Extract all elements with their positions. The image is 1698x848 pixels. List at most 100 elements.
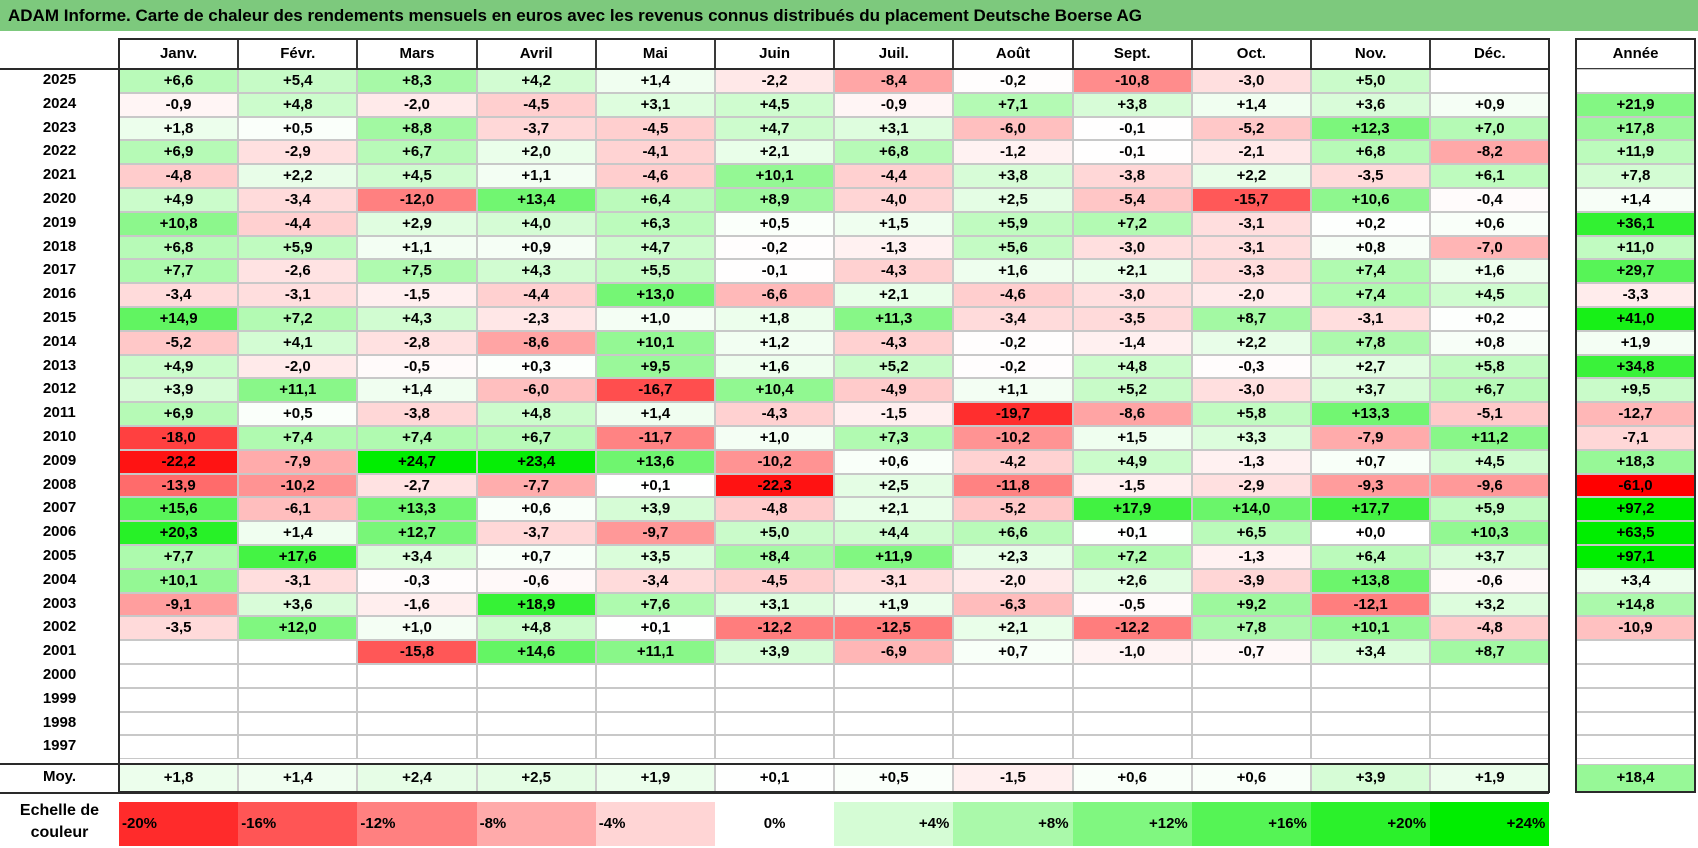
annual-cell: +1,4 (1576, 188, 1695, 212)
heatmap-cell: -11,7 (595, 426, 715, 450)
heatmap-cell: +7,4 (1311, 259, 1431, 284)
average-cell: +0,6 (1191, 764, 1311, 792)
heatmap-cell: -3,9 (1191, 568, 1311, 593)
heatmap-cell: +12,3 (1311, 116, 1431, 141)
annual-cell: +29,7 (1576, 259, 1695, 284)
heatmap-cell (1430, 711, 1550, 736)
heatmap-cell: +13,3 (357, 497, 477, 522)
heatmap-cell (238, 687, 358, 712)
annual-cell: +1,9 (1576, 330, 1695, 355)
heatmap-cell (1311, 735, 1431, 760)
heatmap-cell (238, 640, 358, 664)
average-bottom-line (0, 792, 1550, 794)
heatmap-cell: -1,3 (1191, 545, 1311, 569)
average-cell: +3,9 (1311, 764, 1431, 792)
heatmap-cell: -12,5 (834, 616, 954, 641)
heatmap-cell (1191, 664, 1311, 688)
heatmap-cell: -3,3 (1191, 259, 1311, 284)
year-label: 1999 (42, 689, 77, 707)
average-cell: +1,8 (119, 764, 239, 792)
heatmap-cell (1311, 711, 1431, 736)
heatmap-cell: -8,6 (476, 330, 596, 355)
heatmap-cell: +1,6 (953, 259, 1073, 284)
color-scale-title-line1: Echelle de (19, 802, 100, 819)
heatmap-cell: -1,4 (1072, 330, 1192, 355)
heatmap-cell: -22,2 (119, 449, 239, 474)
heatmap-cell: -5,2 (1191, 116, 1311, 141)
heatmap-cell: +2,0 (476, 140, 596, 165)
heatmap-cell: +4,4 (834, 521, 954, 545)
heatmap-cell (357, 711, 477, 736)
heatmap-cell: -3,4 (119, 283, 239, 307)
heatmap-cell: +0,7 (953, 640, 1073, 664)
heatmap-cell: +3,6 (1311, 92, 1431, 117)
heatmap-cell: -6,0 (476, 378, 596, 403)
heatmap-cell: -7,9 (1311, 426, 1431, 450)
heatmap-cell: -19,7 (953, 402, 1073, 426)
heatmap-cell: +4,2 (476, 69, 596, 93)
heatmap-cell: -4,3 (834, 259, 954, 284)
average-cell: +0,5 (834, 764, 954, 792)
heatmap-cell: +5,6 (953, 235, 1073, 260)
color-scale-swatch: -4% (595, 802, 715, 846)
heatmap-cell: +7,2 (1072, 545, 1192, 569)
heatmap-cell: +5,2 (834, 354, 954, 379)
heatmap-cell (1072, 735, 1192, 760)
heatmap-cell: +2,1 (834, 497, 954, 522)
year-label: 2019 (42, 213, 77, 231)
heatmap-cell: -0,6 (476, 568, 596, 593)
heatmap-cell: +0,2 (1311, 211, 1431, 236)
year-label: 2003 (42, 594, 77, 612)
chart-title: ADAM Informe. Carte de chaleur des rende… (0, 0, 1698, 31)
heatmap-cell: +1,1 (357, 235, 477, 260)
heatmap-cell: -3,1 (1191, 211, 1311, 236)
annual-cell (1576, 69, 1695, 93)
heatmap-cell: +6,4 (1311, 545, 1431, 569)
heatmap-cell: +10,3 (1430, 521, 1550, 545)
heatmap-cell: -13,9 (119, 473, 239, 498)
annual-cell: +9,5 (1576, 378, 1695, 403)
heatmap-cell: +9,2 (1191, 592, 1311, 617)
heatmap-cell: +2,1 (953, 616, 1073, 641)
month-header-1: Janv. (119, 38, 239, 69)
heatmap-cell: +20,3 (119, 521, 239, 545)
heatmap-cell: -8,2 (1430, 140, 1550, 165)
heatmap-cell (1430, 735, 1550, 760)
heatmap-cell: -0,2 (953, 69, 1073, 93)
heatmap-cell: -3,1 (238, 568, 358, 593)
heatmap-cell: -2,0 (238, 354, 358, 379)
heatmap-cell (953, 711, 1073, 736)
year-label: 2014 (42, 332, 77, 350)
average-cell: +2,4 (357, 764, 477, 792)
heatmap-cell: +10,4 (715, 378, 835, 403)
heatmap-cell: -4,4 (238, 211, 358, 236)
heatmap-cell: +5,9 (238, 235, 358, 260)
heatmap-cell: -3,5 (1072, 307, 1192, 331)
heatmap-cell: +3,9 (119, 378, 239, 403)
month-header-2: Févr. (238, 38, 358, 69)
heatmap-cell: +1,1 (476, 164, 596, 188)
heatmap-cell: -1,5 (357, 283, 477, 307)
year-label: 2018 (42, 237, 77, 255)
heatmap-cell: -4,3 (834, 330, 954, 355)
heatmap-cell: +3,2 (1430, 592, 1550, 617)
heatmap-cell: +4,8 (476, 402, 596, 426)
heatmap-cell: +5,4 (238, 69, 358, 93)
heatmap-cell: +7,5 (357, 259, 477, 284)
annual-cell: +17,8 (1576, 116, 1695, 141)
year-label: 1998 (42, 713, 77, 731)
heatmap-cell: +1,0 (715, 426, 835, 450)
heatmap-cell: +1,4 (1191, 92, 1311, 117)
year-label: 2012 (42, 380, 77, 398)
heatmap-cell: -3,1 (238, 283, 358, 307)
heatmap-cell: -4,8 (1430, 616, 1550, 641)
heatmap-cell: +14,6 (476, 640, 596, 664)
heatmap-cell: +4,9 (119, 354, 239, 379)
heatmap-cell: -6,9 (834, 640, 954, 664)
annual-cell: +14,8 (1576, 592, 1695, 617)
heatmap-cell: -4,5 (595, 116, 715, 141)
heatmap-cell: +3,1 (834, 116, 954, 141)
heatmap-cell: +3,1 (715, 592, 835, 617)
heatmap-cell: -3,1 (834, 568, 954, 593)
heatmap-cell: +17,6 (238, 545, 358, 569)
